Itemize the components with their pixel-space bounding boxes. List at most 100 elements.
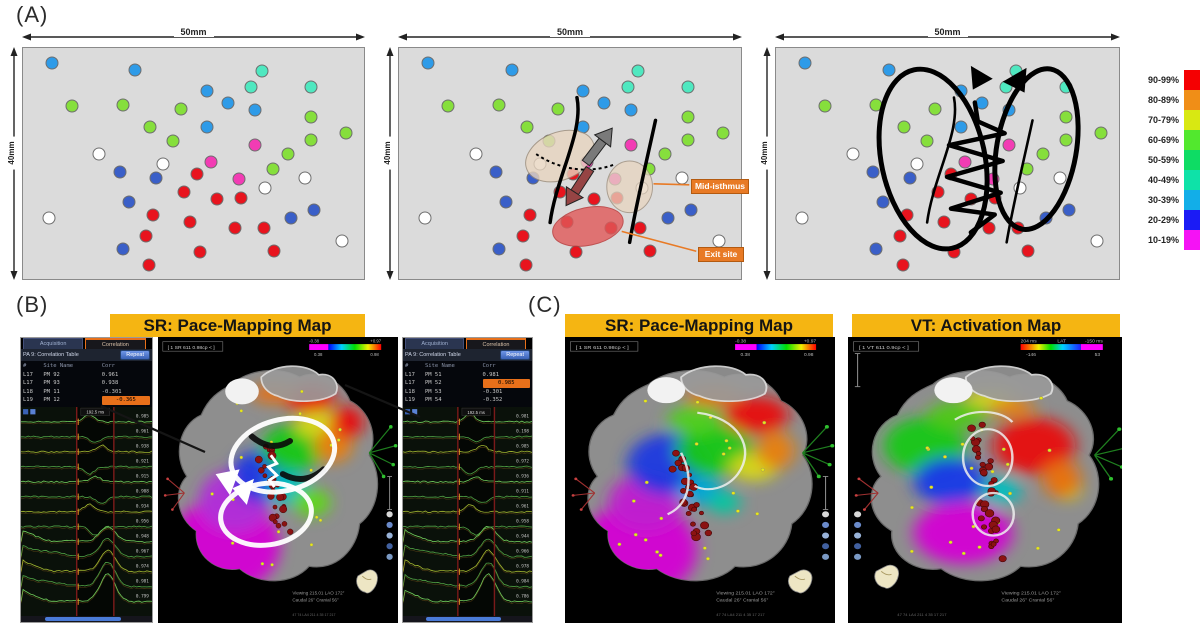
orientation-heart-icon[interactable] [356,569,378,594]
svg-text:0.38: 0.38 [741,352,751,357]
reference-site-marker [934,377,973,404]
pacing-site-point [298,171,312,185]
pacing-site-point [166,134,180,148]
legend-item: 30-39% [1131,190,1200,210]
width-arrow [775,33,1120,41]
egm-scrollbar[interactable] [21,616,152,622]
egm-scrollbar[interactable] [403,616,532,622]
svg-text:0.956: 0.956 [136,518,149,524]
orientation-heart-icon[interactable] [788,569,813,594]
wave-tool-icon[interactable] [412,409,418,415]
mapping-field [22,47,365,280]
pacing-site-point [587,192,601,206]
pacing-site-point [248,103,262,117]
zigzag-isthmus [265,454,280,488]
repeat-button[interactable]: Repeat [120,350,150,360]
scrollbar-thumb[interactable] [426,617,502,621]
viewing-angles-text: Caudal 26° Cranial 56° [716,598,768,604]
egm-tab-acquisition[interactable]: Acquisition [23,338,84,349]
svg-text:0.911: 0.911 [516,488,529,494]
pacing-site-point [896,258,910,272]
pacing-site-point [221,96,235,110]
activation-curve [667,452,690,516]
scrollbar-thumb[interactable] [44,617,121,621]
pacing-site-point [92,147,106,161]
svg-text:0.799: 0.799 [136,593,149,599]
pacing-site-point [190,167,204,181]
panel-c-title-right: VT: Activation Map [852,314,1120,337]
legend-range-label: 70-79% [1147,115,1179,125]
egm-tab-acquisition[interactable]: Acquisition [405,338,465,349]
pacing-site-point [661,211,675,225]
pacing-site-point [716,126,730,140]
isthmus-overlay [525,95,697,253]
orientation-heart-icon[interactable] [874,564,899,589]
catheter-splines [571,425,835,511]
pacing-site-point [621,80,635,94]
correlation-row[interactable]: L19 PM 12 -0.365 [23,396,150,405]
map-colorbar: -0.38 +0.97 0.38 0.98 [735,339,817,357]
egm-tab-bar: Acquisition Correlation [21,338,152,349]
pace-map-3d-b[interactable]: -0.38 +0.97 0.38 0.98 [ 1 SR 611 0.98cp < ] V… [158,337,398,623]
egm-waveform-area[interactable]: 0.981 0.198 0.985 0.972 0.936 0.911 0.961 0.958… [403,407,532,616]
pacing-site-point [658,147,672,161]
pacing-site-point [897,120,911,134]
pacemap-grid-baseline: 50mm 40mm [7,26,365,280]
legend-color-swatch [1184,70,1200,90]
colour-field [883,389,1081,564]
width-dimension-label: 50mm [549,27,591,37]
legend-range-label: 30-39% [1147,195,1179,205]
pacing-site-point [339,126,353,140]
pacing-site-point [523,208,537,222]
egm-tab-bar: Acquisition Correlation [403,338,532,349]
svg-text:0.974: 0.974 [136,563,149,569]
correlation-row[interactable]: L17 PM 93 0.938 [23,380,119,387]
pacing-site-point [335,234,349,248]
loop-arrowhead-right [1002,67,1027,93]
pacing-site-point [257,221,271,235]
pacing-site-point [193,245,207,259]
correlation-row[interactable]: L19 PM 54 -0.352 [405,397,503,404]
svg-text:0.938: 0.938 [136,443,149,449]
activation-curve [954,410,1014,423]
pacing-site-point [681,133,695,147]
map-3d-canvas[interactable]: -0.38 +0.97 0.38 0.98 [ 1 SR 611 0.98cp < ] V… [565,337,835,623]
wave-tool-icon[interactable] [23,409,29,415]
correlation-row[interactable]: L17 PM 92 0.961 [23,371,119,378]
svg-text:-150 ms: -150 ms [1085,339,1104,344]
correlation-row[interactable]: L17 PM 52 0.985 [405,379,530,388]
legend-item: 80-89% [1131,90,1200,110]
svg-text:0.967: 0.967 [136,548,149,554]
pace-map-3d-c[interactable]: -0.38 +0.97 0.38 0.98 [ 1 SR 611 0.98cp < ] V… [565,337,835,623]
egm-waveform-area[interactable]: 0.985 0.961 0.938 0.921 0.915 0.908 0.934 0.956… [21,407,152,616]
pacing-site-point [910,157,924,171]
height-dimension-label: 40mm [383,136,393,170]
correlation-row[interactable]: L18 PM 11 -0.301 [23,388,122,395]
viewing-angles-text: Viewing 215.01 LAO 172° [292,591,344,596]
mapping-field [775,47,1120,280]
pacing-site-point [519,258,533,272]
pacing-site-point [116,98,130,112]
wave-tool-icon[interactable] [30,409,36,415]
pacing-site-point [1053,171,1067,185]
vein-ostium-outline [680,365,768,402]
correlation-row[interactable]: L18 PM 53 -0.301 [405,388,503,395]
egm-tab-correlation[interactable]: Correlation [85,338,146,349]
pacing-site-point [248,138,262,152]
map-3d-canvas[interactable]: -0.38 +0.97 0.38 0.98 [ 1 SR 611 0.98cp < ] V… [158,337,398,623]
pacing-site-point [954,120,968,134]
svg-text:0.985: 0.985 [136,414,149,420]
activation-map-3d-c[interactable]: 204 ms LAT -150 ms -146 53 [ 1 VT 611 0.9cp <… [848,337,1122,623]
pacing-site-point [893,229,907,243]
repeat-button[interactable]: Repeat [500,350,530,360]
pacing-site-point [903,171,917,185]
pacing-site-point [266,162,280,176]
legend-range-label: 50-59% [1147,155,1179,165]
wave-tool-icon[interactable] [405,409,411,415]
correlation-table: # Site Name Corr L17 PM 51 0.981 L17 PM 52 0.985… [403,361,532,407]
legend-color-swatch [1184,170,1200,190]
egm-tab-correlation[interactable]: Correlation [466,338,526,349]
pacing-site-point [489,165,503,179]
correlation-row[interactable]: L17 PM 51 0.981 [405,371,500,378]
map-3d-canvas[interactable]: 204 ms LAT -150 ms -146 53 [ 1 VT 611 0.9cp <… [848,337,1122,623]
